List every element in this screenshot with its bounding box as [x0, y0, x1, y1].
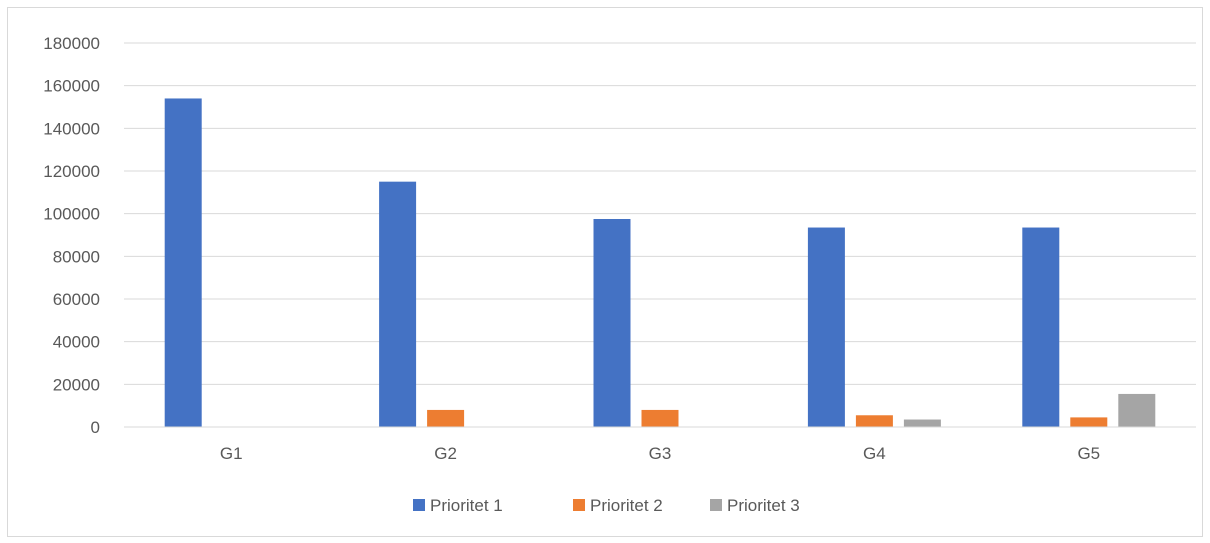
legend-label: Prioritet 3: [727, 496, 800, 515]
y-tick-label: 0: [91, 418, 100, 437]
legend-swatch: [573, 499, 585, 511]
y-tick-label: 160000: [43, 77, 100, 96]
y-tick-label: 120000: [43, 162, 100, 181]
legend-label: Prioritet 2: [590, 496, 663, 515]
bars: [164, 98, 1156, 427]
gridlines: [124, 42, 1196, 385]
y-tick-label: 80000: [53, 247, 100, 266]
y-tick-label: 140000: [43, 119, 100, 138]
bar-g4-series-3: [903, 419, 941, 427]
y-tick-label: 40000: [53, 333, 100, 352]
bar-chart: 0 20000 40000 60000 80000 100000 120000 140000 1…: [43, 34, 1196, 515]
x-axis-tick-labels: G1 G2 G3 G4 G5: [220, 444, 1100, 463]
bar-g3-series-2: [641, 409, 679, 427]
x-tick-label: G3: [649, 444, 672, 463]
bar-g5-series-3: [1118, 393, 1156, 427]
legend-swatch: [413, 499, 425, 511]
legend-swatch: [710, 499, 722, 511]
bar-g4-series-1: [807, 227, 845, 427]
bar-g2-series-2: [427, 409, 465, 427]
x-tick-label: G1: [220, 444, 243, 463]
bar-g4-series-2: [855, 415, 893, 427]
bar-g2-series-1: [379, 181, 417, 427]
bar-g5-series-2: [1070, 417, 1108, 427]
x-tick-label: G2: [434, 444, 457, 463]
x-tick-label: G5: [1077, 444, 1100, 463]
y-tick-label: 180000: [43, 34, 100, 53]
y-tick-label: 100000: [43, 205, 100, 224]
y-tick-label: 20000: [53, 375, 100, 394]
legend: Prioritet 1 Prioritet 2 Prioritet 3: [413, 496, 800, 515]
y-tick-label: 60000: [53, 290, 100, 309]
bar-g1-series-1: [164, 98, 202, 427]
legend-label: Prioritet 1: [430, 496, 503, 515]
bar-g3-series-1: [593, 219, 631, 427]
y-axis-tick-labels: 0 20000 40000 60000 80000 100000 120000 140000 1…: [43, 34, 100, 437]
chart-frame: 0 20000 40000 60000 80000 100000 120000 140000 1…: [7, 7, 1203, 537]
bar-g5-series-1: [1022, 227, 1060, 427]
x-tick-label: G4: [863, 444, 886, 463]
